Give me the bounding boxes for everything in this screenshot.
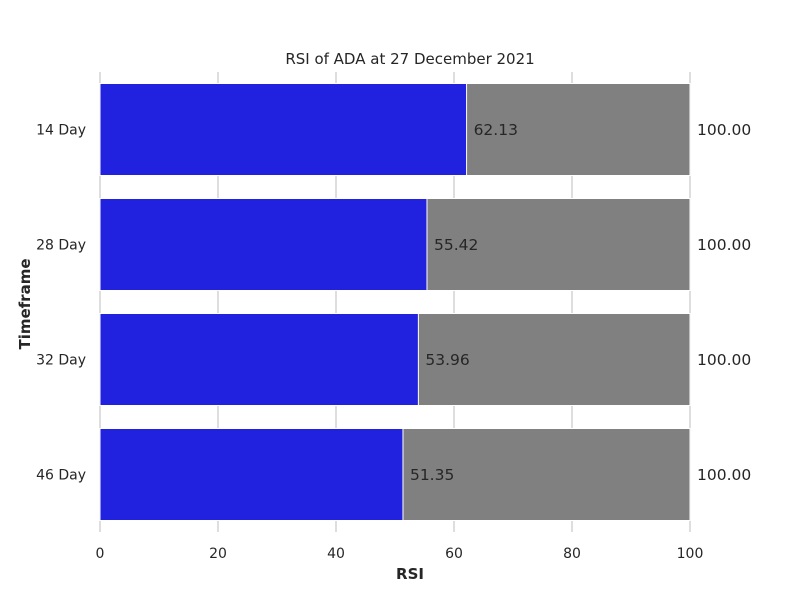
value-label-background-46-day: 100.00 [697,466,751,484]
category-label-14-day: 14 Day [36,123,86,139]
x-tick-labels: 0 20 40 60 80 100 [96,546,704,562]
bar-rsi-14-day [99,83,468,176]
category-label-32-day: 32 Day [36,353,86,369]
x-tick-label-40: 40 [327,546,345,562]
x-tick-label-0: 0 [96,546,105,562]
value-label-background-28-day: 100.00 [697,236,751,254]
value-label-rsi-28-day: 55.42 [434,236,478,254]
bars [99,83,691,521]
value-label-rsi-14-day: 62.13 [474,121,518,139]
value-label-background-14-day: 100.00 [697,121,751,139]
chart-title: RSI of ADA at 27 December 2021 [285,50,534,68]
x-axis-label: RSI [396,565,424,583]
x-tick-label-100: 100 [677,546,704,562]
category-label-46-day: 46 Day [36,468,86,484]
x-tick-label-80: 80 [563,546,581,562]
x-tick-label-60: 60 [445,546,463,562]
value-label-rsi-32-day: 53.96 [425,351,469,369]
bar-rsi-28-day [99,198,428,291]
category-labels: 14 Day 28 Day 32 Day 46 Day [36,123,86,484]
x-tick-label-20: 20 [209,546,227,562]
value-labels: 100.00 62.13 100.00 55.42 100.00 53.96 100.00 5… [410,121,751,484]
bar-rsi-32-day [99,313,419,406]
value-label-background-32-day: 100.00 [697,351,751,369]
value-label-rsi-46-day: 51.35 [410,466,454,484]
bar-rsi-46-day [99,428,404,521]
category-label-28-day: 28 Day [36,238,86,254]
y-axis-label: Timeframe [16,258,34,349]
